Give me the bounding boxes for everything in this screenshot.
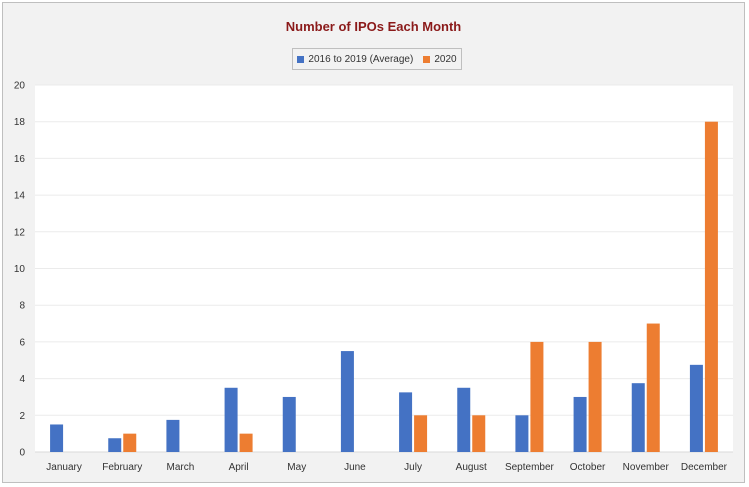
x-tick-label: February bbox=[102, 462, 142, 473]
legend-swatch-series-2 bbox=[423, 55, 431, 63]
x-tick-label: April bbox=[229, 462, 249, 473]
bar-series-2 bbox=[646, 323, 660, 452]
y-tick-label: 12 bbox=[14, 227, 26, 238]
bar-series-2 bbox=[239, 433, 253, 452]
bar-series-2 bbox=[530, 341, 544, 452]
bar-series-1 bbox=[282, 396, 296, 452]
bar-series-1 bbox=[108, 438, 122, 452]
y-tick-label: 14 bbox=[14, 191, 26, 202]
bar-series-1 bbox=[166, 419, 180, 452]
y-tick-label: 4 bbox=[19, 374, 25, 385]
bar-series-2 bbox=[123, 433, 137, 452]
x-tick-label: October bbox=[570, 462, 606, 473]
x-tick-label: March bbox=[167, 462, 195, 473]
bar-series-2 bbox=[588, 341, 602, 452]
x-tick-label: June bbox=[344, 462, 366, 473]
bar-series-2 bbox=[472, 415, 486, 452]
y-tick-label: 0 bbox=[19, 448, 25, 459]
x-tick-label: January bbox=[46, 462, 82, 473]
legend-item-series-1: 2016 to 2019 (Average) bbox=[297, 54, 413, 65]
x-tick-label: May bbox=[287, 462, 306, 473]
y-tick-label: 20 bbox=[14, 81, 26, 92]
chart-title: Number of IPOs Each Month bbox=[285, 19, 462, 34]
x-tick-label: September bbox=[505, 462, 555, 473]
bar-series-2 bbox=[704, 121, 718, 452]
legend-label-series-1: 2016 to 2019 (Average) bbox=[308, 53, 414, 65]
x-tick-label: August bbox=[456, 462, 487, 473]
x-tick-label: November bbox=[623, 462, 670, 473]
bar-series-1 bbox=[631, 383, 645, 452]
legend-swatch-series-1 bbox=[297, 55, 305, 63]
y-tick-label: 10 bbox=[14, 264, 26, 275]
legend-item-series-2: 2020 bbox=[423, 53, 457, 65]
chart-legend: 2016 to 2019 (Average) 2020 bbox=[292, 48, 462, 70]
bar-series-1 bbox=[457, 387, 471, 452]
y-tick-label: 2 bbox=[19, 411, 25, 422]
y-tick-label: 8 bbox=[19, 301, 25, 312]
y-tick-label: 16 bbox=[14, 154, 26, 165]
bar-series-1 bbox=[689, 364, 703, 452]
bar-series-1 bbox=[573, 396, 587, 452]
legend-label-series-2: 2020 bbox=[434, 53, 457, 65]
y-tick-label: 18 bbox=[14, 117, 26, 128]
bar-series-1 bbox=[340, 351, 354, 452]
bar-series-1 bbox=[515, 415, 529, 452]
x-tick-label: July bbox=[404, 462, 422, 473]
y-tick-label: 6 bbox=[19, 337, 25, 348]
bar-series-1 bbox=[50, 424, 64, 452]
bar-series-1 bbox=[399, 392, 413, 452]
bar-series-2 bbox=[414, 415, 428, 452]
x-tick-label: December bbox=[681, 462, 728, 473]
bar-series-1 bbox=[224, 387, 238, 452]
